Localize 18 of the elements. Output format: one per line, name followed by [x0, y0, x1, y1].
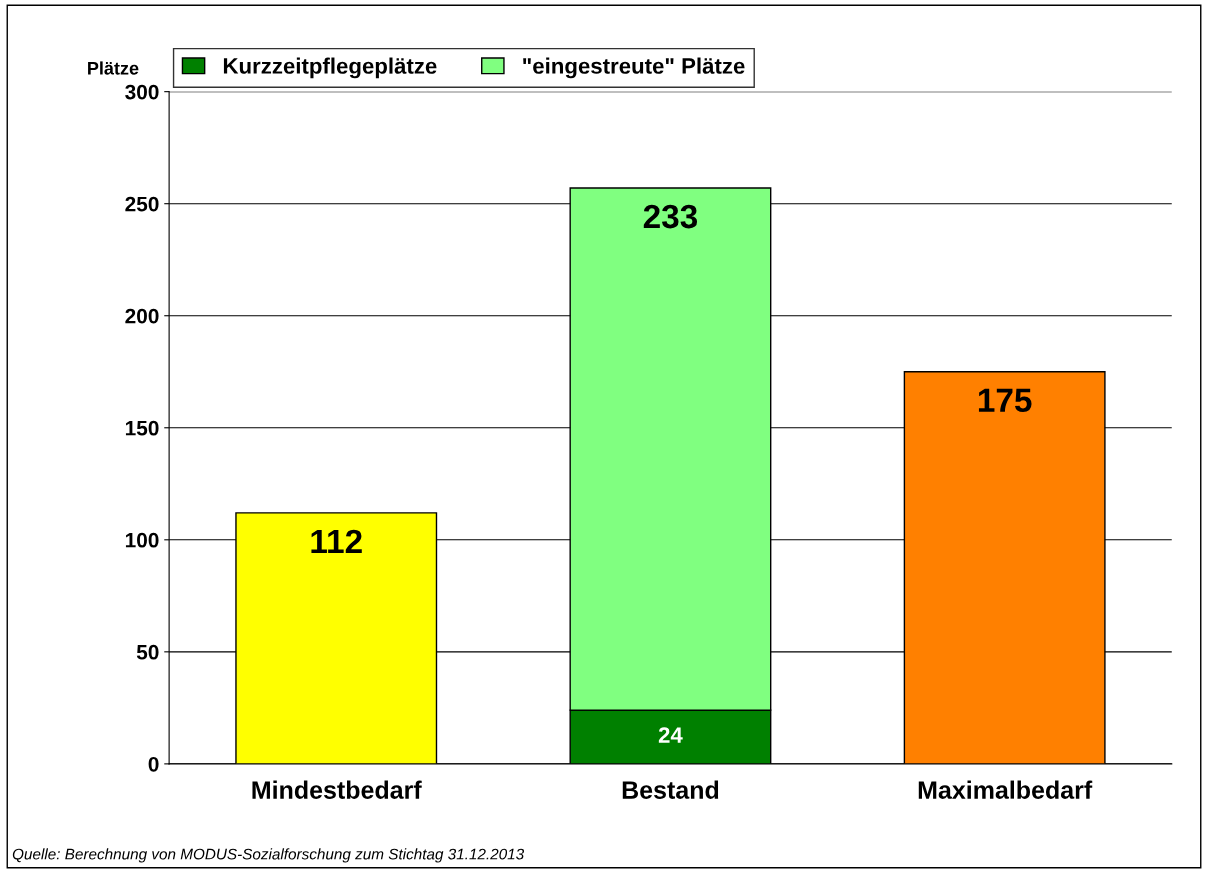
legend-label: Kurzzeitpflegeplätze: [223, 57, 437, 79]
data-label: 175: [978, 388, 1032, 413]
data-label: 233: [643, 204, 698, 229]
y-tick-label: 150: [125, 420, 159, 436]
y-tick-label: 200: [125, 308, 159, 324]
source-note: Quelle: Berechnung von MODUS-Sozialforschung zum Stichtag 31.12.2013: [12, 848, 525, 863]
data-label: 24: [658, 727, 683, 743]
y-tick-label: 0: [148, 756, 159, 772]
y-tick-label: 100: [125, 532, 159, 548]
x-tick-label: Mindestbedarf: [252, 780, 422, 799]
y-tick-label: 250: [125, 196, 159, 212]
y-tick-label: 50: [136, 644, 159, 660]
x-tick-label: Maximalbedarf: [918, 780, 1093, 799]
legend-label: "eingestreute" Plätze: [523, 57, 745, 79]
x-tick-label: Bestand: [622, 780, 719, 799]
y-tick-label: 300: [125, 84, 159, 100]
y-axis-title: Plätze: [88, 61, 139, 75]
data-label: 112: [311, 529, 362, 553]
